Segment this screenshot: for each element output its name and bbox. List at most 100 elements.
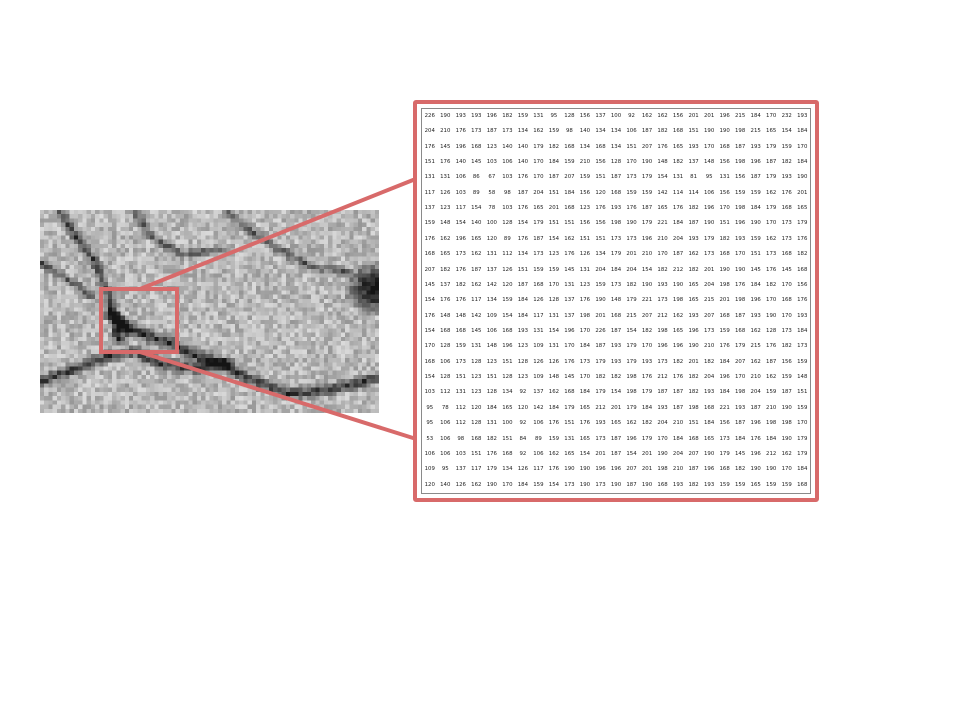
matrix-cell: 170 [781,312,792,319]
matrix-cell: 168 [610,312,622,319]
matrix-cell: 159 [735,481,746,488]
matrix-cell: 173 [766,251,777,258]
matrix-cell: 182 [626,281,637,288]
matrix-cell: 196 [750,159,761,166]
matrix-cell: 182 [688,266,699,273]
matrix-cell: 100 [502,420,513,427]
matrix-cell: 176 [564,358,575,365]
matrix-cell: 131 [719,174,730,181]
matrix-cell: 134 [486,297,497,304]
matrix-cell: 176 [672,374,684,381]
matrix-cell: 193 [750,143,761,150]
matrix-cell: 215 [703,297,715,304]
matrix-cell: 140 [502,143,513,150]
matrix-cell: 156 [719,159,730,166]
matrix-cell: 145 [440,143,451,150]
matrix-cell: 114 [672,189,684,196]
matrix-cell: 106 [533,450,544,457]
matrix-cell: 106 [440,358,451,365]
matrix-cell: 196 [595,466,606,473]
matrix-cell: 137 [486,266,497,273]
matrix-cell: 187 [750,404,761,411]
matrix-cell: 182 [440,266,451,273]
matrix-cell: 173 [626,235,637,242]
matrix-cell: 106 [486,328,497,334]
matrix-cell: 126 [440,189,451,196]
matrix-cell: 187 [595,343,606,350]
matrix-cell: 128 [440,374,451,381]
matrix-cell: 170 [735,374,746,381]
matrix-cell: 137 [564,297,575,304]
matrix-cell: 173 [595,481,606,488]
matrix-cell: 212 [657,312,668,319]
matrix-cell: 182 [502,112,513,119]
matrix-cell: 154 [424,297,435,304]
matrix-cell: 212 [657,374,668,381]
matrix-cell: 187 [610,435,622,442]
matrix-cell: 184 [703,420,715,427]
matrix-cell: 159 [455,343,466,350]
matrix-cell: 190 [672,281,684,288]
matrix-cell: 159 [641,189,653,196]
matrix-cell: 159 [750,189,761,196]
matrix-cell: 123 [517,343,529,350]
matrix-cell: 168 [797,266,808,273]
matrix-cell: 53 [426,435,434,442]
grayscale-texture-image [40,210,379,413]
matrix-cell: 126 [548,358,560,365]
matrix-cell: 165 [579,404,591,411]
matrix-cell: 154 [424,328,435,334]
matrix-cell: 187 [735,312,746,319]
matrix-cell: 176 [781,189,792,196]
matrix-cell: 148 [657,159,668,166]
matrix-cell: 187 [626,481,637,488]
matrix-cell: 128 [517,358,529,365]
matrix-cell: 207 [626,466,637,473]
matrix-cell: 184 [750,281,761,288]
matrix-cell: 176 [750,435,761,442]
matrix-cell: 109 [424,466,435,473]
matrix-cell: 123 [486,358,497,365]
matrix-cell: 215 [735,112,746,119]
matrix-cell: 190 [486,481,497,488]
matrix-cell: 148 [455,312,466,319]
matrix-cell: 134 [610,143,622,150]
matrix-cell: 131 [455,389,466,396]
matrix-cell: 204 [703,374,715,381]
matrix-cell: 196 [486,112,497,119]
matrix-cell: 151 [626,143,637,150]
matrix-cell: 170 [641,343,653,350]
matrix-cell: 170 [657,435,668,442]
matrix-cell: 193 [471,112,482,119]
matrix-cell: 128 [471,420,482,427]
matrix-cell: 204 [595,266,606,273]
matrix-cell: 176 [440,297,451,304]
matrix-cell: 201 [703,112,715,119]
matrix-cell: 165 [610,420,622,427]
matrix-cell: 179 [766,174,777,181]
matrix-cell: 159 [564,159,575,166]
matrix-cell: 187 [610,328,622,334]
matrix-cell: 201 [595,450,606,457]
matrix-cell: 162 [564,235,575,242]
matrix-cell: 154 [548,481,560,488]
matrix-cell: 196 [502,343,513,350]
matrix-cell: 162 [440,235,451,242]
matrix-cell: 193 [657,281,668,288]
matrix-cell: 145 [424,281,435,288]
matrix-cell: 184 [486,404,497,411]
matrix-cell: 140 [471,220,482,227]
matrix-cell: 190 [703,220,715,227]
matrix-cell: 173 [579,358,591,365]
matrix-cell: 95 [426,404,434,411]
matrix-cell: 128 [766,328,777,334]
matrix-cell: 190 [579,466,591,473]
matrix-cell: 170 [781,466,792,473]
matrix-cell: 165 [579,435,591,442]
matrix-cell: 179 [719,450,730,457]
matrix-cell: 154 [455,220,466,227]
matrix-cell: 193 [797,112,808,119]
matrix-cell: 170 [626,159,637,166]
matrix-cell: 120 [502,281,513,288]
matrix-cell: 204 [750,389,761,396]
